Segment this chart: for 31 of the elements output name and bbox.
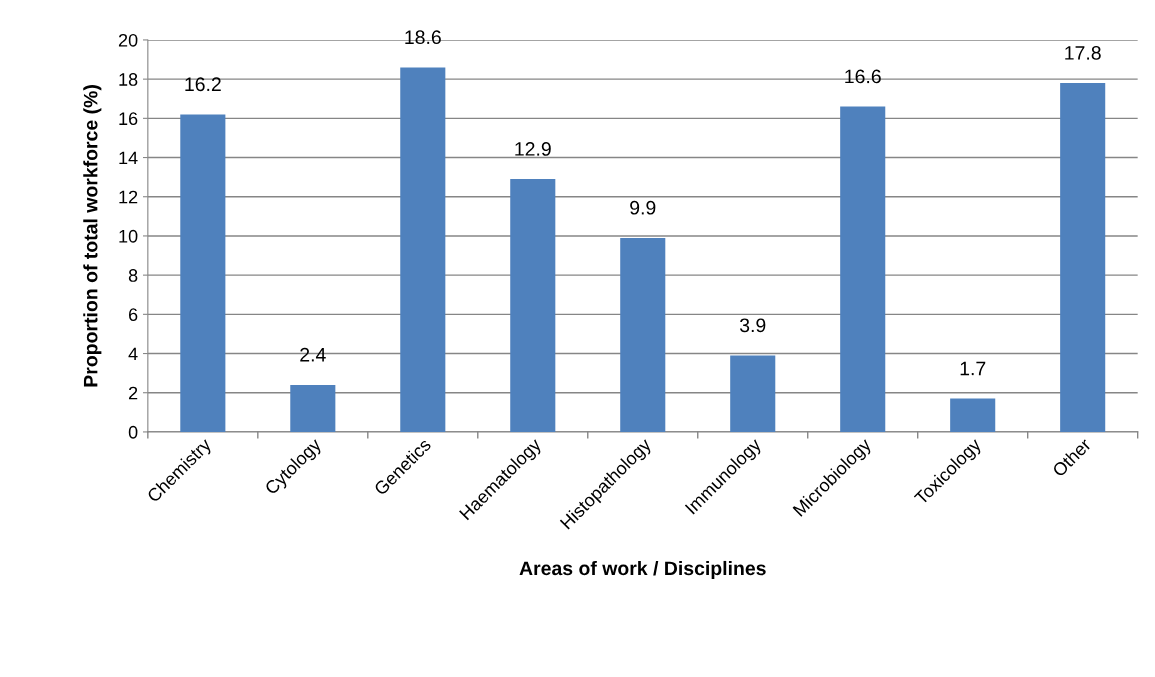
data-label: 2.4 [300, 347, 326, 362]
data-label: 9.9 [630, 200, 656, 215]
y-tick-label: 6 [128, 308, 138, 322]
y-tick-label: 10 [119, 229, 138, 243]
y-tick-label: 0 [128, 425, 138, 439]
data-label: 18.6 [405, 30, 441, 45]
y-tick-label: 4 [128, 347, 138, 361]
y-tick-label: 8 [128, 269, 138, 282]
y-tick-label: 16 [119, 112, 138, 126]
data-label: 3.9 [739, 318, 766, 333]
bar [620, 237, 666, 432]
y-tick-label: 2 [128, 386, 138, 400]
y-tick-label: 20 [118, 33, 138, 47]
data-label: 12.9 [515, 142, 551, 156]
bar [400, 67, 446, 432]
data-label: 17.8 [1065, 46, 1101, 60]
y-tick-label: 18 [119, 73, 138, 86]
y-tick-label: 12 [119, 190, 138, 204]
y-axis-title: Proportion of total workforce (%) [83, 85, 102, 387]
bar [510, 179, 556, 432]
bar [180, 114, 226, 432]
bar [290, 384, 336, 432]
bar [950, 398, 996, 432]
bar [730, 355, 776, 432]
data-label: 1.7 [960, 361, 986, 376]
data-label: 16.6 [845, 69, 881, 84]
bar [1060, 83, 1106, 432]
data-label: 16.2 [185, 77, 221, 92]
bar [840, 106, 886, 432]
x-axis-title: Areas of work / Disciplines [519, 560, 766, 580]
y-tick-label: 14 [119, 151, 138, 165]
